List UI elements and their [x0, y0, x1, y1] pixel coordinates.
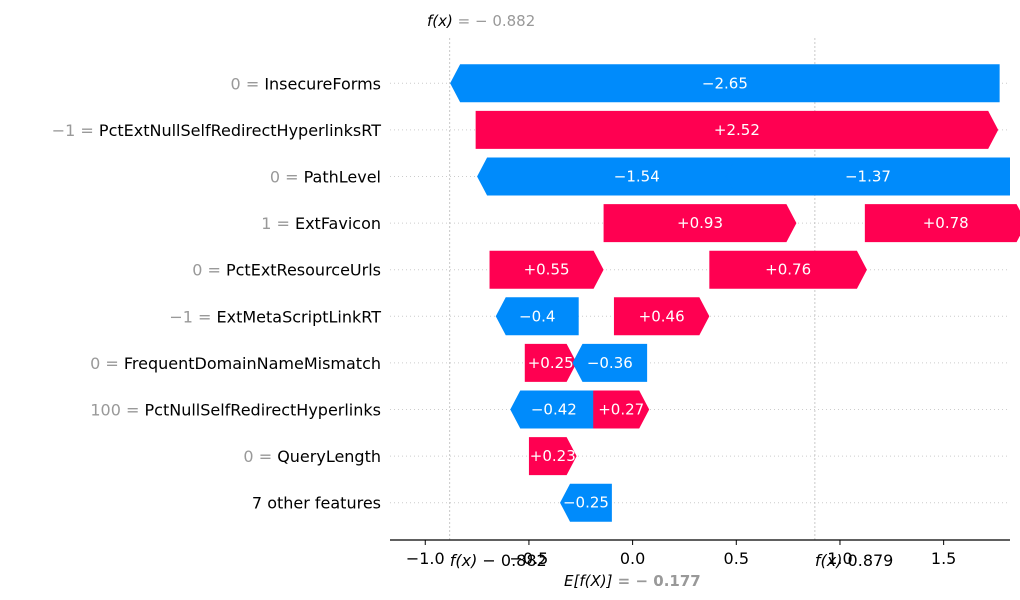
- positive-bar: [864, 204, 1020, 243]
- feature-label: 7 other features: [252, 494, 381, 513]
- positive-bar: [593, 390, 650, 429]
- positive-bar: [475, 110, 999, 149]
- positive-bar: [709, 250, 867, 289]
- feature-name: PctNullSelfRedirectHyperlinks: [145, 401, 382, 420]
- x-axis: −1.0 −0.5 0.0 0.5 1.0 1.5f(x) − 0.882 f(x) 0.8…: [390, 539, 1010, 570]
- feature-name: FrequentDomainNameMismatch: [124, 354, 381, 373]
- bar-value-label: −0.4: [519, 307, 555, 325]
- feature-value: 0 =: [231, 74, 265, 93]
- feature-label: 0 = FrequentDomainNameMismatch: [90, 354, 381, 373]
- bar-value-label: −0.25: [563, 494, 609, 512]
- bar-value-label: +0.23: [530, 447, 576, 465]
- fx-tick-label: f(x) 0.879: [815, 551, 893, 570]
- feature-name: QueryLength: [277, 447, 381, 466]
- fx-tick-value: 0.879: [842, 551, 893, 570]
- feature-label: 0 = QueryLength: [243, 447, 381, 466]
- negative-bar: [725, 157, 1010, 196]
- feature-labels: 0 = InsecureForms −1 = PctExtNullSelfRedi…: [52, 74, 381, 512]
- fx-tick-fx: f(x): [450, 551, 478, 570]
- bar-value-label: +0.25: [528, 354, 574, 372]
- fx-tick-label: f(x) − 0.882: [450, 551, 547, 570]
- bar-value-label: +0.76: [765, 261, 811, 279]
- feature-value: −1 =: [169, 307, 216, 326]
- positive-bar: [524, 343, 577, 382]
- feature-value: 1 =: [261, 214, 295, 233]
- bar-value-label: +0.46: [639, 307, 685, 325]
- feature-value: 0 =: [243, 447, 277, 466]
- positive-bar: [613, 297, 710, 336]
- x-tick-label: 1.5: [931, 549, 956, 568]
- x-tick-label: 0.5: [724, 549, 749, 568]
- positive-bar: [489, 250, 604, 289]
- base-value-annotation: E[f(X)] = − 0.177: [564, 572, 701, 590]
- feature-name: ExtFavicon: [295, 214, 381, 233]
- feature-name: PctExtNullSelfRedirectHyperlinksRT: [99, 121, 381, 140]
- feature-label: −1 = PctExtNullSelfRedirectHyperlinksRT: [52, 121, 381, 140]
- bar-value-label: +0.78: [923, 214, 969, 232]
- fx-tick-fx: f(x): [815, 551, 843, 570]
- x-tick-label: −1.0: [406, 549, 445, 568]
- x-tick-label: 0.0: [620, 549, 645, 568]
- feature-value: 100 =: [90, 401, 144, 420]
- fx-tick-value: − 0.882: [477, 551, 546, 570]
- feature-label: 0 = InsecureForms: [231, 74, 381, 93]
- feature-label: 0 = PctExtResourceUrls: [192, 261, 381, 280]
- negative-bar: [477, 157, 797, 196]
- negative-bar: [510, 390, 598, 429]
- feature-name: PctExtResourceUrls: [226, 261, 381, 280]
- feature-label: 1 = ExtFavicon: [261, 214, 381, 233]
- positive-bar: [528, 437, 577, 476]
- bar-value-label: +0.27: [598, 401, 644, 419]
- feature-name: InsecureForms: [264, 74, 381, 93]
- feature-value: 0 =: [192, 261, 226, 280]
- x-tick-label: −0.5: [510, 549, 549, 568]
- positive-bar: [603, 204, 797, 243]
- negative-bar: [450, 64, 1000, 103]
- negative-bar: [495, 297, 579, 336]
- bar-value-label: +0.93: [677, 214, 723, 232]
- feature-value: 0 =: [90, 354, 124, 373]
- feature-name: 7 other features: [252, 494, 381, 513]
- bars: −2.65 +2.52 −1.54 −1.37 +0.93 +0.78 +0.55 +0.76…: [450, 64, 1020, 522]
- bar-value-label: +0.55: [524, 261, 570, 279]
- feature-name: ExtMetaScriptLinkRT: [217, 307, 382, 326]
- feature-label: −1 = ExtMetaScriptLinkRT: [169, 307, 381, 326]
- negative-bar: [560, 483, 612, 522]
- feature-label: 0 = PathLevel: [270, 168, 381, 187]
- feature-name: PathLevel: [304, 168, 381, 187]
- negative-bar: [572, 343, 648, 382]
- bar-value-label: +2.52: [714, 121, 760, 139]
- bar-value-label: −0.42: [531, 401, 577, 419]
- feature-label: 100 = PctNullSelfRedirectHyperlinks: [90, 401, 381, 420]
- bar-value-label: −0.36: [587, 354, 633, 372]
- output-value-annotation: f(x) = − 0.882: [427, 12, 535, 30]
- x-tick-label: 1.0: [827, 549, 852, 568]
- bar-value-label: −1.37: [845, 168, 891, 186]
- feature-value: 0 =: [270, 168, 304, 187]
- bar-value-label: −2.65: [702, 74, 748, 92]
- bar-value-label: −1.54: [614, 168, 660, 186]
- feature-value: −1 =: [52, 121, 99, 140]
